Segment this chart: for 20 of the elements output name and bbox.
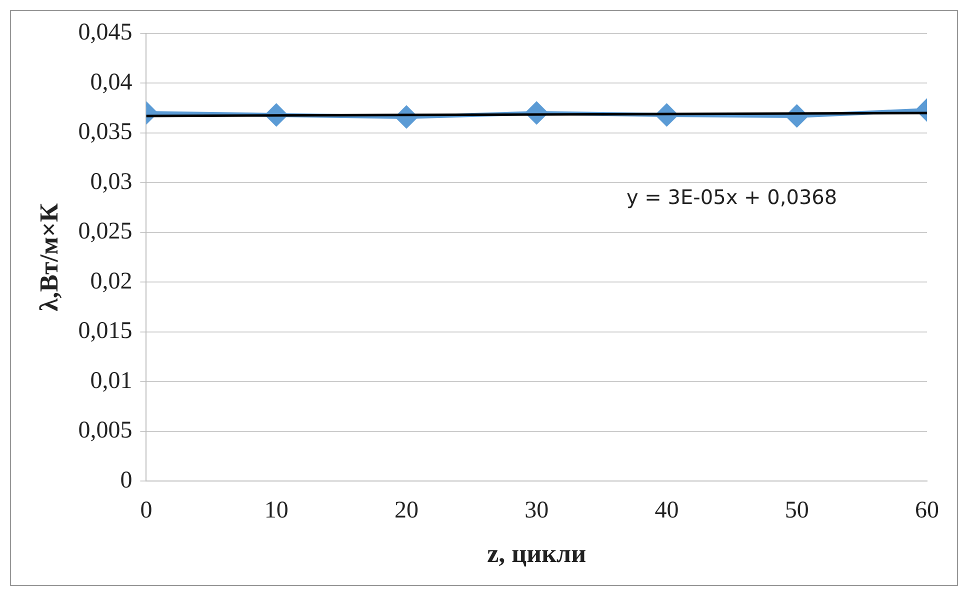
y-tick-label: 0,045: [78, 20, 132, 46]
x-tick-label: 10: [264, 498, 288, 524]
x-tick-label: 50: [784, 498, 809, 524]
y-tick-label: 0: [120, 467, 132, 494]
y-tick-label: 0,03: [90, 168, 132, 195]
y-tick-label: 0,015: [78, 318, 132, 344]
x-axis-title: z, цикли: [487, 539, 586, 568]
x-tick-label: 40: [654, 498, 679, 524]
y-axis-title: λ,Вт/м×К: [34, 203, 64, 312]
x-tick-label: 60: [915, 498, 939, 524]
y-tick-label: 0,025: [78, 218, 132, 245]
y-tick-label: 0,04: [90, 69, 132, 96]
x-tick-label: 30: [524, 498, 549, 524]
y-tick-label: 0,02: [90, 268, 132, 294]
y-tick-label: 0,035: [78, 119, 132, 146]
annotation: y = 3E-05x + 0,0368: [626, 185, 838, 210]
y-tick-label: 0,01: [90, 368, 132, 394]
y-tick-label: 0,005: [78, 418, 132, 444]
x-tick-label: 20: [394, 498, 418, 524]
x-tick-label: 0: [140, 498, 152, 524]
